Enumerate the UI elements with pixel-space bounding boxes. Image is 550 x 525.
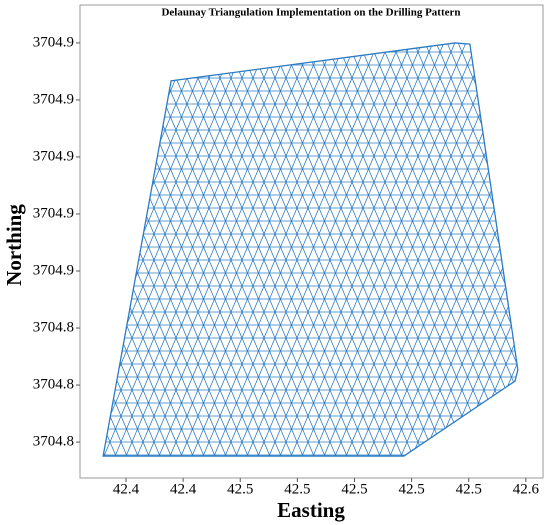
- x-tick-label: 42.5: [398, 481, 424, 497]
- y-tick-label: 3704.8: [33, 376, 74, 392]
- chart-title: Delaunay Triangulation Implementation on…: [161, 7, 460, 19]
- x-tick-label: 42.5: [284, 481, 310, 497]
- x-tick-label: 42.5: [456, 481, 482, 497]
- x-tick-label: 42.5: [227, 481, 253, 497]
- x-axis-label: Easting: [277, 498, 345, 522]
- plot-frame: [79, 4, 544, 479]
- y-tick-label: 3704.9: [33, 34, 74, 50]
- y-tick-label: 3704.8: [33, 319, 74, 335]
- x-tick-label: 42.5: [341, 481, 367, 497]
- y-tick-label: 3704.9: [33, 262, 74, 278]
- x-tick-label: 42.6: [513, 481, 540, 497]
- mesh-group: [102, 42, 519, 457]
- y-tick-label: 3704.9: [33, 205, 74, 221]
- y-tick-label: 3704.9: [33, 148, 74, 164]
- triangulation-mesh: [102, 42, 519, 457]
- y-tick-label: 3704.9: [33, 91, 74, 107]
- y-axis-label: Northing: [2, 204, 26, 286]
- y-tick-label: 3704.8: [33, 434, 74, 450]
- x-tick-label: 42.4: [170, 481, 197, 497]
- x-tick-label: 42.4: [113, 481, 140, 497]
